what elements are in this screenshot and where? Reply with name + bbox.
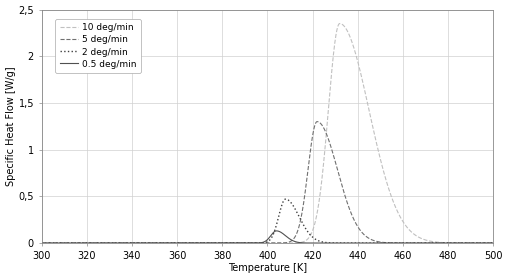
10 deg/min [477, 241, 483, 245]
2 deg/min [490, 241, 496, 245]
2 deg/min [477, 241, 483, 245]
0.5 deg/min [454, 241, 460, 245]
0.5 deg/min [367, 241, 373, 245]
10 deg/min [232, 241, 238, 245]
5 deg/min [454, 241, 460, 245]
X-axis label: Temperature [K]: Temperature [K] [228, 263, 307, 273]
0.5 deg/min [232, 241, 238, 245]
Y-axis label: Specific Heat Flow [W/g]: Specific Heat Flow [W/g] [6, 66, 16, 186]
5 deg/min [314, 120, 320, 123]
5 deg/min [490, 241, 496, 245]
5 deg/min [232, 241, 238, 245]
5 deg/min [477, 241, 483, 245]
10 deg/min [39, 241, 45, 245]
2 deg/min [39, 241, 45, 245]
10 deg/min [337, 22, 343, 25]
10 deg/min [490, 241, 496, 245]
0.5 deg/min [253, 241, 259, 245]
0.5 deg/min [273, 229, 279, 233]
Legend: 10 deg/min, 5 deg/min, 2 deg/min, 0.5 deg/min: 10 deg/min, 5 deg/min, 2 deg/min, 0.5 de… [55, 19, 141, 73]
Line: 5 deg/min: 5 deg/min [42, 122, 493, 243]
5 deg/min [39, 241, 45, 245]
10 deg/min [253, 241, 259, 245]
2 deg/min [232, 241, 238, 245]
2 deg/min [454, 241, 460, 245]
2 deg/min [282, 198, 289, 201]
2 deg/min [228, 241, 234, 245]
10 deg/min [228, 241, 234, 245]
10 deg/min [454, 241, 460, 245]
5 deg/min [367, 237, 373, 240]
0.5 deg/min [228, 241, 234, 245]
10 deg/min [367, 112, 373, 115]
0.5 deg/min [490, 241, 496, 245]
Line: 0.5 deg/min: 0.5 deg/min [42, 231, 493, 243]
2 deg/min [367, 241, 373, 245]
5 deg/min [253, 241, 259, 245]
2 deg/min [253, 241, 259, 245]
Line: 2 deg/min: 2 deg/min [42, 199, 493, 243]
Line: 10 deg/min: 10 deg/min [42, 23, 493, 243]
0.5 deg/min [39, 241, 45, 245]
0.5 deg/min [477, 241, 483, 245]
5 deg/min [228, 241, 234, 245]
